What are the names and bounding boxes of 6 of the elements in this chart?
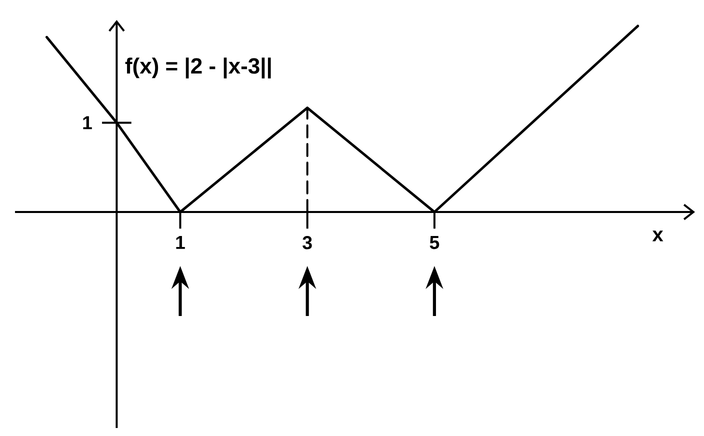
annotation: 1 (83, 116, 92, 130)
x-tick-label: 1 (176, 236, 185, 249)
x-tick-label: 3 (302, 236, 312, 250)
x-tick-label: 5 (430, 236, 440, 250)
series-label: f(x) = |2 - |x-3|| (125, 58, 271, 78)
x-axis-title: x (652, 230, 664, 242)
